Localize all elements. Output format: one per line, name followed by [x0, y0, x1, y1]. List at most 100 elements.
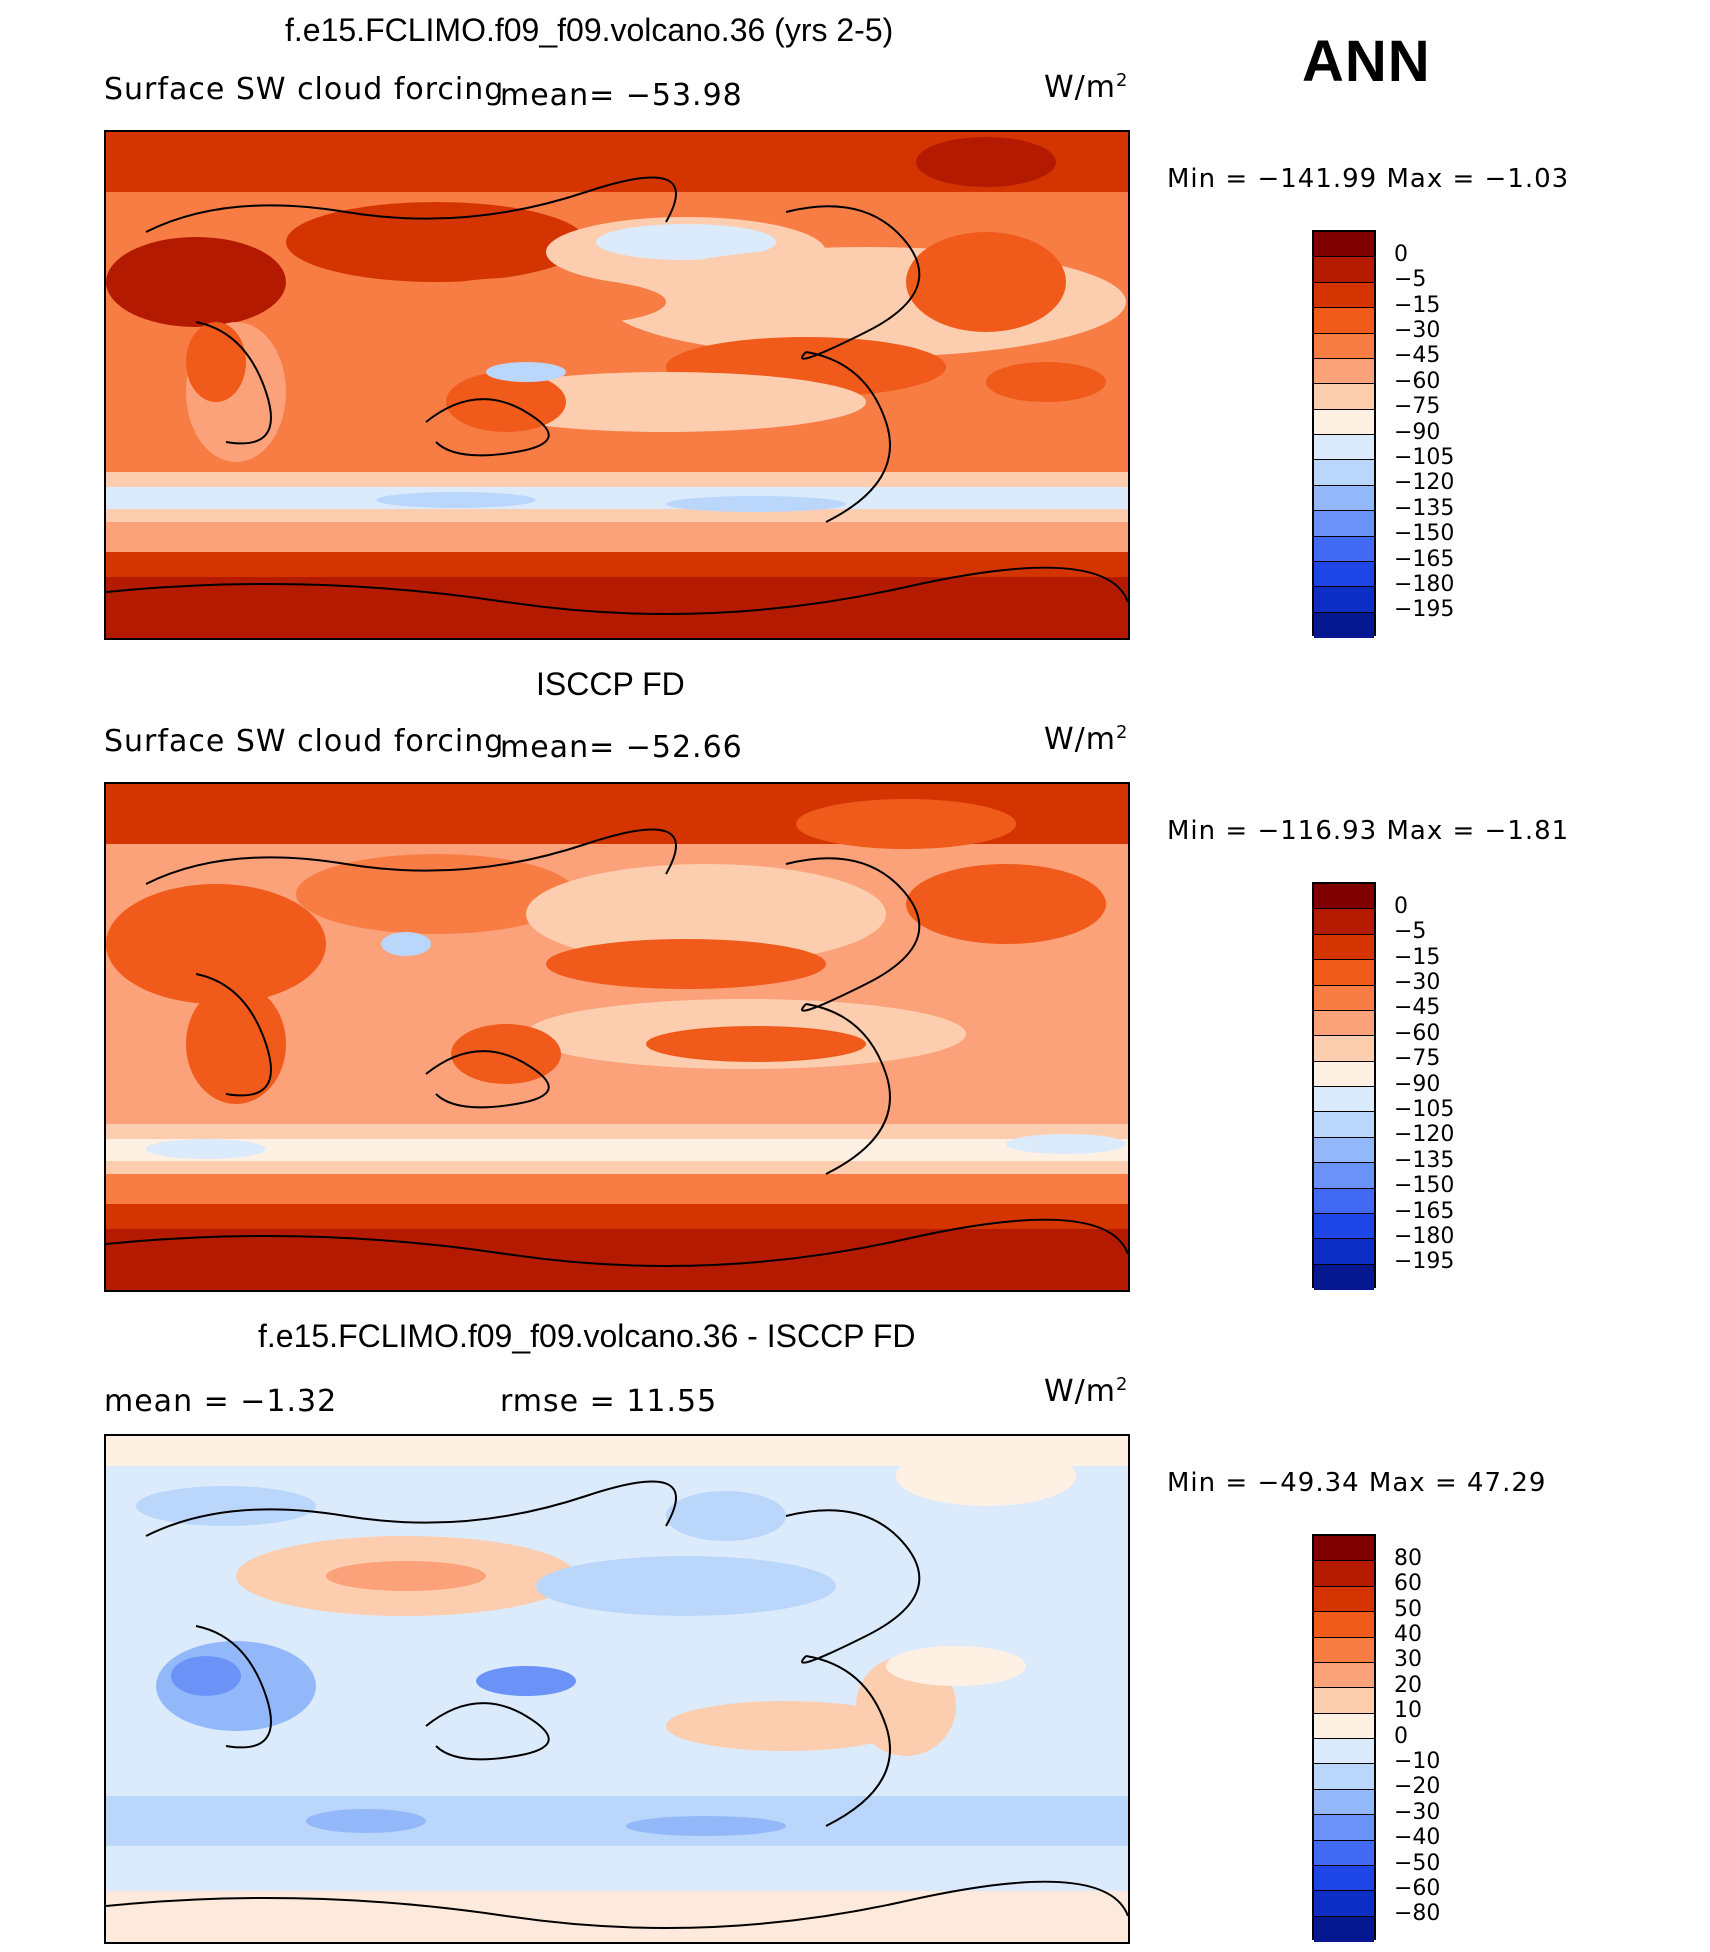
- colorbar-tick-label: −120: [1394, 470, 1455, 495]
- colorbar-tick-label: −120: [1394, 1122, 1455, 1147]
- colorbar-segment: [1314, 985, 1374, 1011]
- colorbar-segment: [1314, 1036, 1374, 1062]
- colorbar-tick-label: −150: [1394, 1173, 1455, 1198]
- colorbar-tick-label: −195: [1394, 597, 1455, 622]
- colorbar-segment: [1314, 1891, 1374, 1917]
- colorbar-segment: [1314, 409, 1374, 435]
- panel-3-units: W/m2: [1044, 1374, 1129, 1409]
- colorbar-tick-label: −45: [1394, 995, 1441, 1020]
- colorbar-segment: [1314, 282, 1374, 309]
- colorbar-tick-label: −105: [1394, 445, 1455, 470]
- colorbar-segment: [1314, 232, 1374, 258]
- panel-3-mean: mean = −1.32: [104, 1384, 338, 1419]
- colorbar-tick-label: −150: [1394, 521, 1455, 546]
- colorbar-segment: [1314, 1087, 1374, 1113]
- colorbar-tick-label: −5: [1394, 919, 1427, 944]
- colorbar-tick-label: 0: [1394, 242, 1408, 267]
- colorbar-segment: [1314, 1213, 1374, 1240]
- panel-3-min-max: Min = −49.34 Max = 47.29: [1167, 1468, 1547, 1498]
- colorbar-segment: [1314, 1137, 1374, 1164]
- panel-1-colorbar: [1312, 230, 1376, 638]
- colorbar-segment: [1314, 308, 1374, 334]
- panel-2-mean: mean= −52.66: [500, 730, 743, 765]
- colorbar-segment: [1314, 587, 1374, 613]
- colorbar-segment: [1314, 536, 1374, 562]
- panel-1-title: f.e15.FCLIMO.f09_f09.volcano.36 (yrs 2-5…: [285, 12, 894, 48]
- panel-2-min-max: Min = −116.93 Max = −1.81: [1167, 816, 1570, 846]
- colorbar-tick-label: −60: [1394, 1021, 1441, 1046]
- panel-1-field-label: Surface SW cloud forcing: [104, 72, 505, 107]
- colorbar-segment: [1314, 1916, 1374, 1942]
- panel-3-contour-field: [106, 1436, 1128, 1942]
- colorbar-segment: [1314, 1239, 1374, 1265]
- colorbar-segment: [1314, 1010, 1374, 1037]
- colorbar-segment: [1314, 1188, 1374, 1214]
- colorbar-tick-label: −15: [1394, 945, 1441, 970]
- colorbar-segment: [1314, 934, 1374, 961]
- colorbar-segment: [1314, 358, 1374, 385]
- colorbar-tick-label: −195: [1394, 1249, 1455, 1274]
- panel-1-units: W/m2: [1044, 70, 1129, 105]
- panel-2-title: ISCCP FD: [536, 666, 685, 702]
- panel-1-min-max: Min = −141.99 Max = −1.03: [1167, 164, 1570, 194]
- colorbar-segment: [1314, 1815, 1374, 1841]
- colorbar-tick-label: 0: [1394, 894, 1408, 919]
- colorbar-tick-label: 20: [1394, 1673, 1422, 1698]
- colorbar-tick-label: −30: [1394, 970, 1441, 995]
- colorbar-tick-label: −30: [1394, 1800, 1441, 1825]
- colorbar-tick-label: −75: [1394, 1046, 1441, 1071]
- panel-1-mean: mean= −53.98: [500, 78, 743, 113]
- colorbar-tick-label: −15: [1394, 293, 1441, 318]
- colorbar-segment: [1314, 1865, 1374, 1892]
- colorbar-tick-label: −45: [1394, 343, 1441, 368]
- colorbar-tick-label: −165: [1394, 1199, 1455, 1224]
- panel-3-title: f.e15.FCLIMO.f09_f09.volcano.36 - ISCCP …: [258, 1318, 916, 1354]
- panel-2-units: W/m2: [1044, 722, 1129, 757]
- colorbar-tick-label: −50: [1394, 1851, 1441, 1876]
- colorbar-segment: [1314, 511, 1374, 537]
- colorbar-segment: [1314, 1061, 1374, 1087]
- colorbar-segment: [1314, 909, 1374, 935]
- colorbar-segment: [1314, 884, 1374, 910]
- colorbar-tick-label: −80: [1394, 1901, 1441, 1926]
- colorbar-segment: [1314, 1840, 1374, 1866]
- colorbar-segment: [1314, 1662, 1374, 1689]
- colorbar-tick-label: −30: [1394, 318, 1441, 343]
- panel-3-colorbar: [1312, 1534, 1376, 1942]
- colorbar-segment: [1314, 1536, 1374, 1562]
- colorbar-segment: [1314, 1163, 1374, 1189]
- colorbar-segment: [1314, 460, 1374, 486]
- colorbar-tick-label: −10: [1394, 1749, 1441, 1774]
- colorbar-tick-label: −165: [1394, 547, 1455, 572]
- colorbar-tick-label: 30: [1394, 1647, 1422, 1672]
- colorbar-segment: [1314, 612, 1374, 638]
- panel-3-map: [104, 1434, 1130, 1944]
- colorbar-segment: [1314, 1713, 1374, 1739]
- season-label: ANN: [1302, 29, 1431, 94]
- colorbar-tick-label: 50: [1394, 1597, 1422, 1622]
- colorbar-segment: [1314, 960, 1374, 986]
- colorbar-segment: [1314, 1739, 1374, 1765]
- colorbar-segment: [1314, 1789, 1374, 1816]
- panel-3-rmse: rmse = 11.55: [500, 1384, 718, 1419]
- colorbar-segment: [1314, 1637, 1374, 1663]
- colorbar-segment: [1314, 1112, 1374, 1138]
- colorbar-tick-label: −20: [1394, 1774, 1441, 1799]
- colorbar-segment: [1314, 1612, 1374, 1638]
- colorbar-tick-label: −5: [1394, 267, 1427, 292]
- colorbar-tick-label: −60: [1394, 369, 1441, 394]
- colorbar-segment: [1314, 384, 1374, 410]
- colorbar-tick-label: −60: [1394, 1876, 1441, 1901]
- colorbar-tick-label: −90: [1394, 1072, 1441, 1097]
- panel-2-map: [104, 782, 1130, 1292]
- colorbar-tick-label: −135: [1394, 496, 1455, 521]
- colorbar-segment: [1314, 1561, 1374, 1587]
- colorbar-tick-label: −90: [1394, 420, 1441, 445]
- colorbar-tick-label: 0: [1394, 1724, 1408, 1749]
- colorbar-tick-label: 40: [1394, 1622, 1422, 1647]
- colorbar-tick-label: 60: [1394, 1571, 1422, 1596]
- panel-2-field-label: Surface SW cloud forcing: [104, 724, 505, 759]
- colorbar-tick-label: −75: [1394, 394, 1441, 419]
- colorbar-segment: [1314, 333, 1374, 359]
- colorbar-segment: [1314, 1764, 1374, 1790]
